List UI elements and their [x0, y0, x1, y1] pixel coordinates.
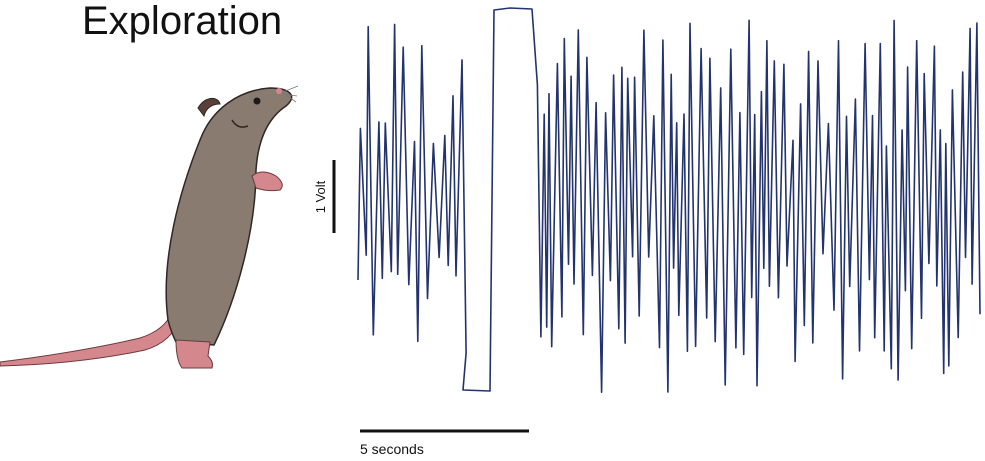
rat-eye — [254, 98, 261, 105]
voltage-scale-label: 1 Volt — [313, 180, 328, 213]
rat-foot — [176, 340, 213, 368]
time-scale-label: 5 seconds — [360, 441, 424, 457]
page: Exploration 1 Volt 5 seconds (() => { co… — [0, 0, 985, 461]
rat-nose — [276, 88, 282, 94]
title: Exploration — [82, 0, 282, 43]
figure: Exploration 1 Volt 5 seconds — [0, 0, 985, 461]
